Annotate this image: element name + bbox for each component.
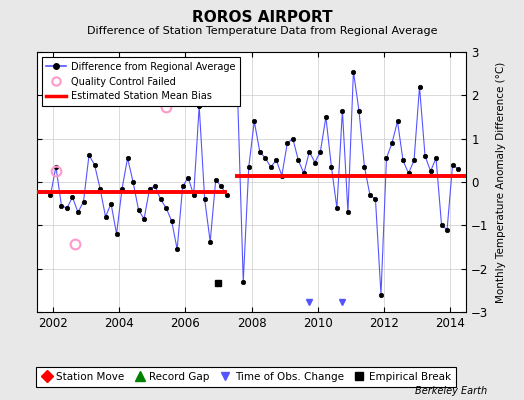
Text: ROROS AIRPORT: ROROS AIRPORT [192, 10, 332, 25]
Text: Difference of Station Temperature Data from Regional Average: Difference of Station Temperature Data f… [87, 26, 437, 36]
Legend: Difference from Regional Average, Quality Control Failed, Estimated Station Mean: Difference from Regional Average, Qualit… [41, 57, 240, 106]
Text: Berkeley Earth: Berkeley Earth [415, 386, 487, 396]
Y-axis label: Monthly Temperature Anomaly Difference (°C): Monthly Temperature Anomaly Difference (… [496, 61, 506, 303]
Legend: Station Move, Record Gap, Time of Obs. Change, Empirical Break: Station Move, Record Gap, Time of Obs. C… [36, 367, 456, 387]
